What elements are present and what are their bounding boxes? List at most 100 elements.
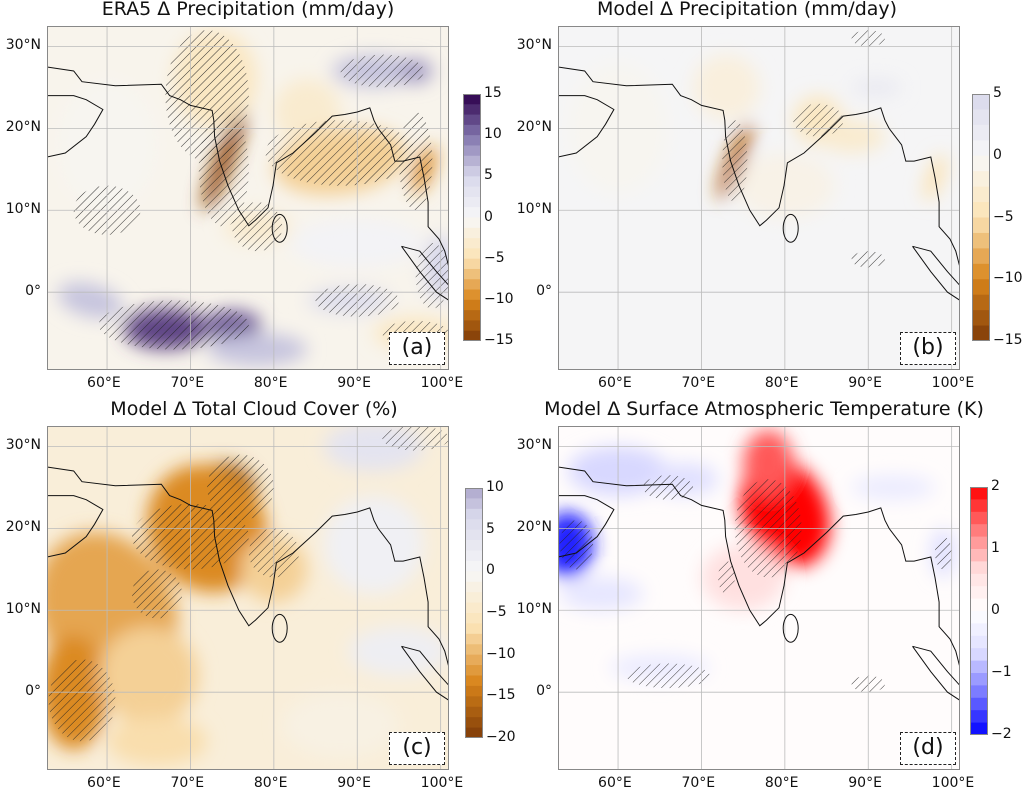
coastline — [47, 495, 104, 558]
colorbar-level — [463, 279, 481, 291]
colorbar-tick-label: 0 — [991, 602, 1000, 618]
coastline — [401, 645, 449, 701]
panel-title: ERA5 Δ Precipitation (mm/day) — [101, 0, 395, 20]
lat-tick-label: 30°N — [516, 37, 552, 54]
colorbar-level — [970, 685, 988, 699]
colorbar-level — [972, 155, 990, 172]
significance-hatching — [934, 536, 952, 570]
lon-tick-label: 60°E — [598, 775, 632, 791]
colorbar-level — [972, 310, 990, 327]
sri-lanka-coastline — [271, 613, 288, 643]
colorbar-level — [463, 217, 481, 229]
colorbar-tick-label: −20 — [486, 729, 516, 745]
lat-tick-label: 10°N — [5, 201, 41, 218]
map-area — [558, 426, 960, 770]
colorbar-level — [463, 258, 481, 270]
colorbar-level — [465, 602, 483, 614]
colorbar-level — [970, 673, 988, 686]
coastline — [912, 245, 960, 301]
map-frame — [47, 426, 449, 770]
lat-tick-label: 20°N — [516, 519, 552, 536]
colorbar-level — [463, 176, 481, 188]
coastline — [558, 466, 960, 668]
colorbar-level — [972, 109, 990, 126]
colorbar-tick-label: −15 — [486, 687, 516, 704]
lat-tick-label: 20°N — [516, 119, 552, 136]
panel-title: Model Δ Total Cloud Cover (%) — [110, 398, 398, 420]
anomaly-region — [348, 626, 449, 676]
anomaly-region — [98, 626, 199, 725]
colorbar-level — [970, 487, 988, 500]
lat-tick-label: 30°N — [516, 437, 552, 454]
colorbar-level — [970, 524, 988, 538]
anomaly-region — [851, 79, 902, 96]
lon-tick-label: 60°E — [598, 375, 632, 391]
colorbar-level — [972, 94, 990, 111]
lon-tick-label: 70°E — [170, 775, 205, 791]
colorbar-level — [970, 536, 988, 550]
significance-hatching — [382, 426, 449, 451]
anomaly-region — [107, 716, 208, 766]
lon-tick-label: 100°E — [420, 775, 464, 791]
lon-tick-label: 100°E — [931, 775, 975, 791]
significance-hatching — [265, 120, 416, 186]
colorbar-tick-label: −10 — [486, 645, 516, 662]
coastline — [47, 66, 449, 268]
panel-title: Model Δ Surface Atmospheric Temperature … — [544, 398, 984, 420]
lat-tick-label: 10°N — [516, 201, 552, 218]
lat-tick-label: 10°N — [5, 601, 41, 618]
colorbar-level — [463, 299, 481, 311]
significance-hatching — [198, 112, 249, 227]
lat-tick-label: 20°N — [5, 119, 41, 136]
colorbar-level — [465, 706, 483, 718]
colorbar-level — [465, 665, 483, 677]
colorbar-frame — [970, 487, 988, 735]
colorbar-tick-label: −2 — [991, 726, 1012, 742]
map-area — [47, 426, 449, 770]
anomaly-region — [323, 495, 424, 594]
colorbar-level — [970, 697, 988, 711]
colorbar-level — [970, 623, 988, 637]
sri-lanka-coastline — [271, 213, 288, 243]
lon-tick-label: 80°E — [764, 775, 799, 791]
lat-tick-label: 10°N — [516, 601, 552, 618]
colorbar-level — [972, 217, 990, 234]
colorbar — [465, 488, 483, 738]
map-frame — [47, 26, 449, 370]
colorbar-level — [465, 675, 483, 687]
significance-hatching — [718, 561, 735, 594]
colorbar-level — [465, 529, 483, 541]
lat-tick-label: 20°N — [5, 519, 41, 536]
colorbar-tick-label: −1 — [991, 664, 1012, 680]
colorbar-level — [465, 488, 483, 500]
colorbar-level — [972, 325, 990, 341]
colorbar-tick-label: −10 — [484, 290, 514, 307]
colorbar-level — [972, 248, 990, 265]
colorbar-tick-label: −15 — [993, 332, 1023, 348]
colorbar-level — [970, 611, 988, 624]
colorbar-level — [463, 248, 481, 260]
anomaly-region — [693, 54, 760, 121]
colorbar-level — [465, 592, 483, 604]
colorbar-tick-label: 0 — [484, 208, 493, 225]
colorbar-tick-label: 15 — [484, 85, 502, 101]
colorbar-level — [465, 633, 483, 645]
lon-tick-label: 90°E — [848, 775, 882, 791]
map-area — [47, 26, 449, 370]
colorbar-level — [972, 140, 990, 157]
colorbar-level — [972, 263, 990, 280]
colorbar-level — [463, 94, 481, 105]
colorbar-level — [463, 104, 481, 116]
colorbar-tick-label: −10 — [993, 270, 1023, 287]
colorbar-level — [970, 722, 988, 735]
panel-label: (a) — [389, 332, 445, 365]
colorbar-frame — [463, 94, 481, 341]
colorbar-frame — [465, 488, 483, 738]
significance-hatching — [48, 659, 116, 742]
colorbar-level — [465, 498, 483, 510]
lon-tick-label: 70°E — [681, 375, 716, 391]
significance-hatching — [207, 454, 274, 521]
coastline — [912, 645, 960, 701]
colorbar-level — [972, 171, 990, 188]
colorbar — [463, 94, 481, 341]
